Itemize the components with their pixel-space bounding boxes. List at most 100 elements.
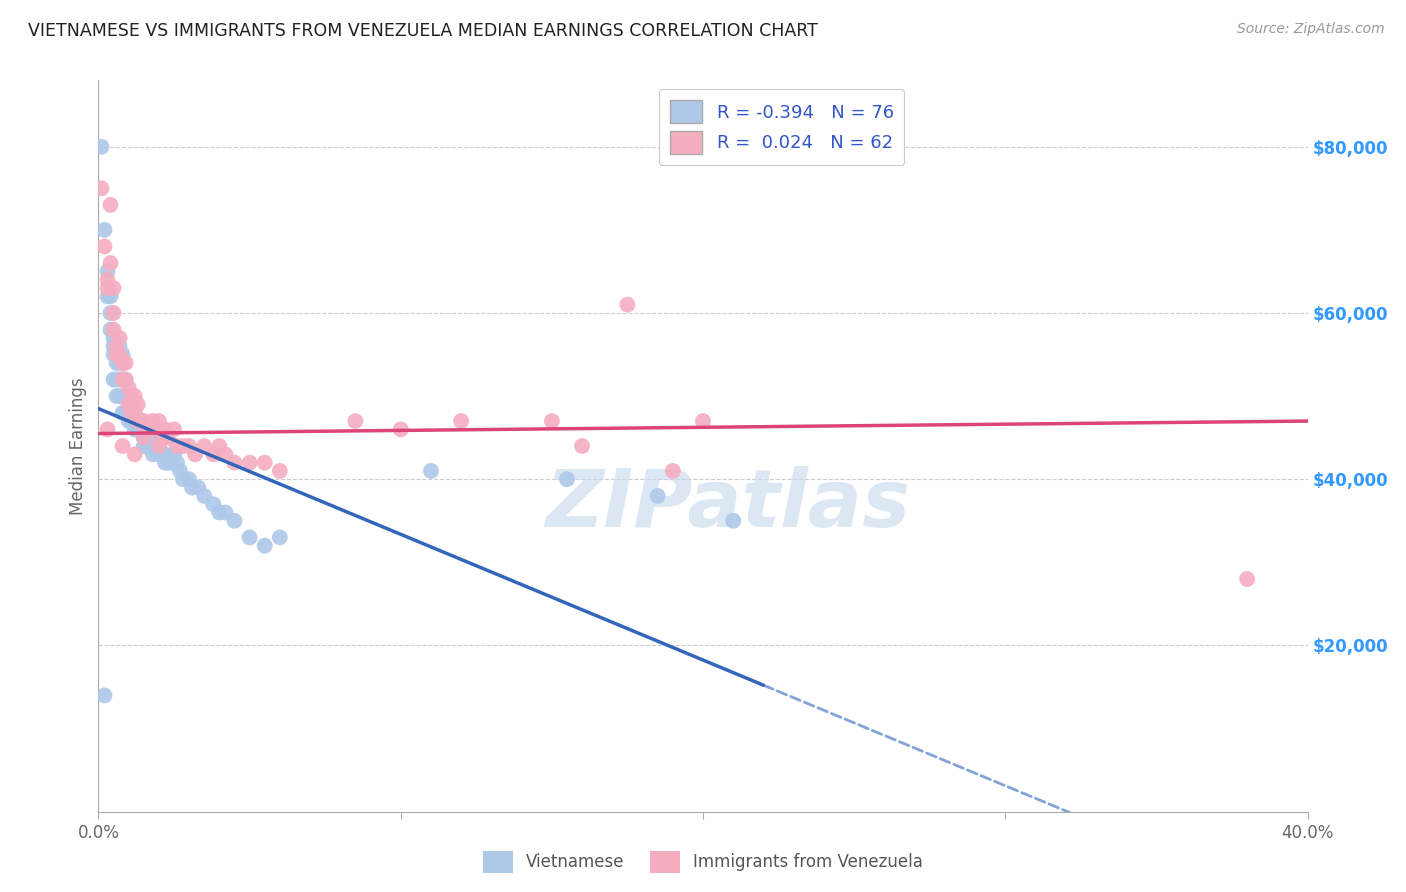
Point (166, 456, 188, 470)
Point (148, 439, 170, 453)
Point (103, 347, 125, 362)
Point (93, 239, 115, 253)
Point (118, 406, 141, 420)
Text: VIETNAMESE VS IMMIGRANTS FROM VENEZUELA MEDIAN EARNINGS CORRELATION CHART: VIETNAMESE VS IMMIGRANTS FROM VENEZUELA … (28, 22, 818, 40)
Point (269, 530, 291, 544)
Point (105, 339, 128, 353)
Point (184, 447, 207, 461)
Point (135, 439, 157, 453)
Point (127, 414, 149, 428)
Point (187, 481, 209, 495)
Point (163, 447, 186, 461)
Point (389, 422, 412, 436)
Point (142, 447, 165, 461)
Point (145, 422, 167, 436)
Point (100, 289, 122, 303)
Point (202, 497, 225, 511)
Point (692, 414, 714, 428)
Point (139, 422, 162, 436)
Point (127, 422, 149, 436)
Point (90, 140, 112, 154)
Point (661, 464, 683, 478)
Legend: R = -0.394   N = 76, R =  0.024   N = 62: R = -0.394 N = 76, R = 0.024 N = 62 (659, 89, 904, 165)
Point (111, 406, 134, 420)
Point (208, 439, 231, 453)
Point (111, 356, 134, 370)
Point (114, 389, 136, 403)
Point (193, 439, 215, 453)
Point (108, 356, 131, 370)
Point (214, 447, 236, 461)
Point (96, 264, 118, 278)
Point (239, 530, 262, 544)
Point (224, 514, 246, 528)
Point (214, 506, 236, 520)
Point (224, 456, 246, 470)
Point (103, 323, 125, 337)
Text: ZIPatlas: ZIPatlas (544, 466, 910, 543)
Point (124, 414, 146, 428)
Point (150, 447, 173, 461)
Point (156, 431, 179, 445)
Point (103, 306, 125, 320)
Point (153, 447, 176, 461)
Point (153, 456, 176, 470)
Point (139, 431, 162, 445)
Point (124, 389, 146, 403)
Legend: Vietnamese, Immigrants from Venezuela: Vietnamese, Immigrants from Venezuela (477, 845, 929, 880)
Point (169, 464, 191, 478)
Point (253, 539, 276, 553)
Point (160, 456, 183, 470)
Point (129, 414, 152, 428)
Point (114, 372, 136, 386)
Point (103, 372, 125, 386)
Point (148, 414, 170, 428)
Point (108, 339, 131, 353)
Text: Source: ZipAtlas.com: Source: ZipAtlas.com (1237, 22, 1385, 37)
Point (127, 414, 149, 428)
Point (172, 439, 194, 453)
Point (132, 431, 155, 445)
Point (105, 356, 128, 370)
Point (269, 464, 291, 478)
Point (111, 372, 134, 386)
Point (148, 439, 170, 453)
Point (114, 372, 136, 386)
Point (135, 422, 157, 436)
Point (105, 347, 128, 362)
Point (179, 472, 201, 486)
Point (118, 389, 141, 403)
Point (202, 447, 225, 461)
Point (111, 439, 134, 453)
Point (121, 406, 143, 420)
Point (105, 389, 128, 403)
Point (90, 181, 112, 195)
Point (540, 414, 562, 428)
Point (103, 339, 125, 353)
Point (132, 422, 155, 436)
Point (1236, 572, 1258, 586)
Point (124, 406, 146, 420)
Point (114, 356, 136, 370)
Point (114, 406, 136, 420)
Point (344, 414, 367, 428)
Point (132, 439, 155, 453)
Point (145, 439, 167, 453)
Point (111, 389, 134, 403)
Point (93, 223, 115, 237)
Point (100, 198, 122, 212)
Point (148, 447, 170, 461)
Point (253, 456, 276, 470)
Point (166, 439, 188, 453)
Point (108, 347, 131, 362)
Point (108, 372, 131, 386)
Point (129, 422, 152, 436)
Point (571, 439, 593, 453)
Point (156, 456, 179, 470)
Point (127, 397, 149, 411)
Point (105, 372, 128, 386)
Point (420, 464, 443, 478)
Point (118, 414, 141, 428)
Point (96, 273, 118, 287)
Point (135, 431, 157, 445)
